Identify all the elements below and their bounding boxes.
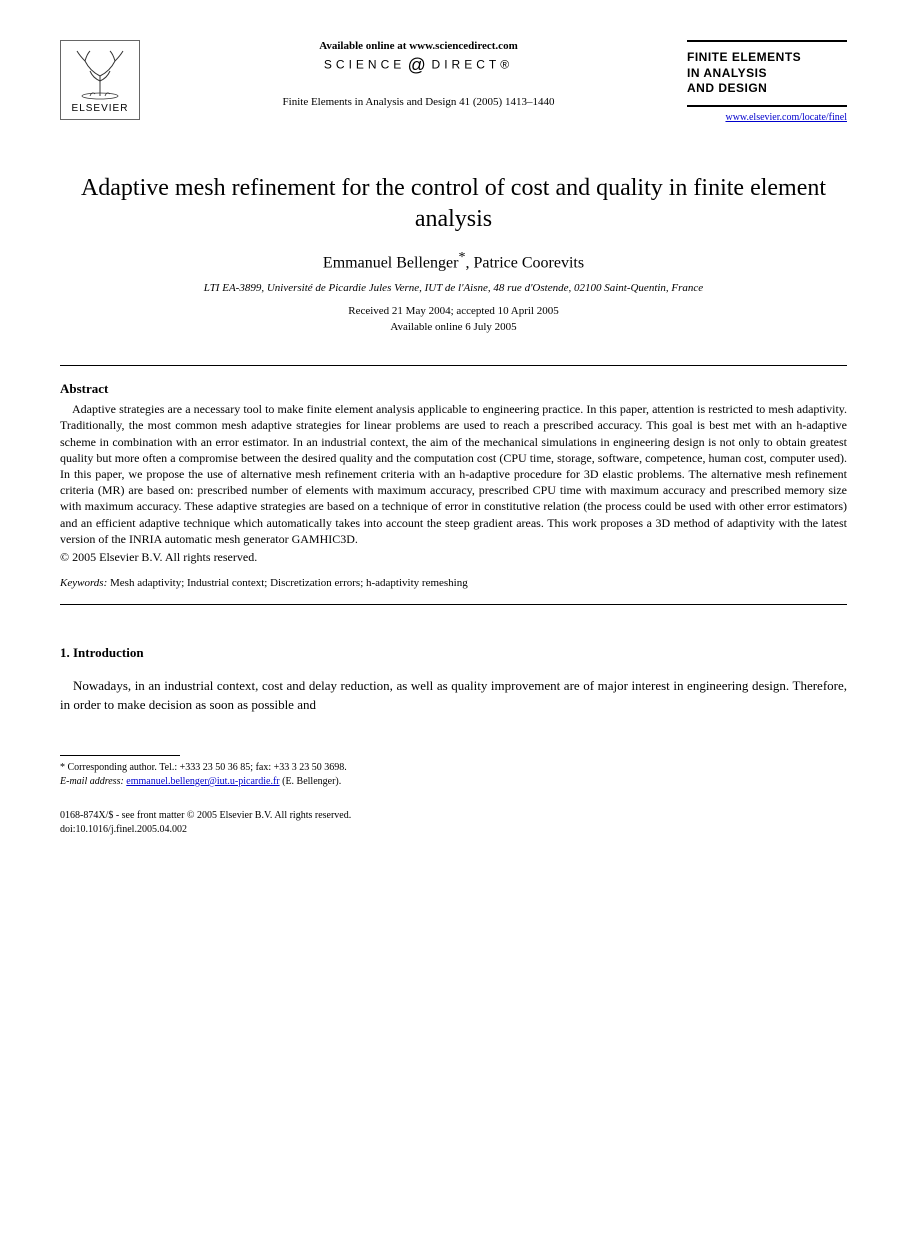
publisher-name: ELSEVIER <box>72 103 129 114</box>
brand-right: DIRECT® <box>432 58 514 72</box>
journal-title: FINITE ELEMENTS IN ANALYSIS AND DESIGN <box>687 40 847 107</box>
author-2: Patrice Coorevits <box>473 254 584 271</box>
email-label: E-mail address: <box>60 776 124 787</box>
at-symbol-icon: @ <box>407 55 429 76</box>
journal-line-1: FINITE ELEMENTS <box>687 50 801 64</box>
journal-url-link[interactable]: www.elsevier.com/locate/finel <box>687 112 847 123</box>
authors-line: Emmanuel Bellenger*, Patrice Coorevits <box>60 250 847 272</box>
author-email-link[interactable]: emmanuel.bellenger@iut.u-picardie.fr <box>126 776 279 787</box>
article-dates: Received 21 May 2004; accepted 10 April … <box>60 304 847 335</box>
bottom-info: 0168-874X/$ - see front matter © 2005 El… <box>60 809 847 837</box>
header-center: Available online at www.sciencedirect.co… <box>150 40 687 108</box>
science-direct-brand: SCIENCE@DIRECT® <box>160 55 677 76</box>
journal-box: FINITE ELEMENTS IN ANALYSIS AND DESIGN w… <box>687 40 847 123</box>
elsevier-tree-icon <box>65 46 135 101</box>
footnote-rule <box>60 755 180 756</box>
intro-heading: 1. Introduction <box>60 645 847 661</box>
brand-left: SCIENCE <box>324 58 405 72</box>
intro-paragraph: Nowadays, in an industrial context, cost… <box>60 676 847 715</box>
page-header: ELSEVIER Available online at www.science… <box>60 40 847 123</box>
keywords-text: Mesh adaptivity; Industrial context; Dis… <box>107 577 467 589</box>
email-footnote: E-mail address: emmanuel.bellenger@iut.u… <box>60 775 847 789</box>
email-suffix: (E. Bellenger). <box>280 776 342 787</box>
issn-line: 0168-874X/$ - see front matter © 2005 El… <box>60 809 847 823</box>
publisher-logo-box: ELSEVIER <box>60 40 150 120</box>
abstract-body: Adaptive strategies are a necessary tool… <box>60 401 847 547</box>
available-online-text: Available online at www.sciencedirect.co… <box>160 40 677 52</box>
journal-line-2: IN ANALYSIS <box>687 66 767 80</box>
journal-line-3: AND DESIGN <box>687 81 767 95</box>
keywords-label: Keywords: <box>60 577 107 589</box>
dates-line-1: Received 21 May 2004; accepted 10 April … <box>348 305 558 317</box>
keywords-line: Keywords: Mesh adaptivity; Industrial co… <box>60 577 847 589</box>
affiliation: LTI EA-3899, Université de Picardie Jule… <box>60 282 847 294</box>
author-1: Emmanuel Bellenger <box>323 254 459 271</box>
abstract-copyright: © 2005 Elsevier B.V. All rights reserved… <box>60 550 847 565</box>
dates-line-2: Available online 6 July 2005 <box>390 321 516 333</box>
elsevier-logo: ELSEVIER <box>60 40 140 120</box>
bottom-rule <box>60 604 847 605</box>
top-rule <box>60 365 847 366</box>
corresponding-footnote: * Corresponding author. Tel.: +333 23 50… <box>60 761 847 775</box>
citation-line: Finite Elements in Analysis and Design 4… <box>160 96 677 108</box>
doi-line: doi:10.1016/j.finel.2005.04.002 <box>60 823 847 837</box>
article-page: ELSEVIER Available online at www.science… <box>0 0 907 877</box>
abstract-heading: Abstract <box>60 381 847 397</box>
article-title: Adaptive mesh refinement for the control… <box>60 173 847 235</box>
